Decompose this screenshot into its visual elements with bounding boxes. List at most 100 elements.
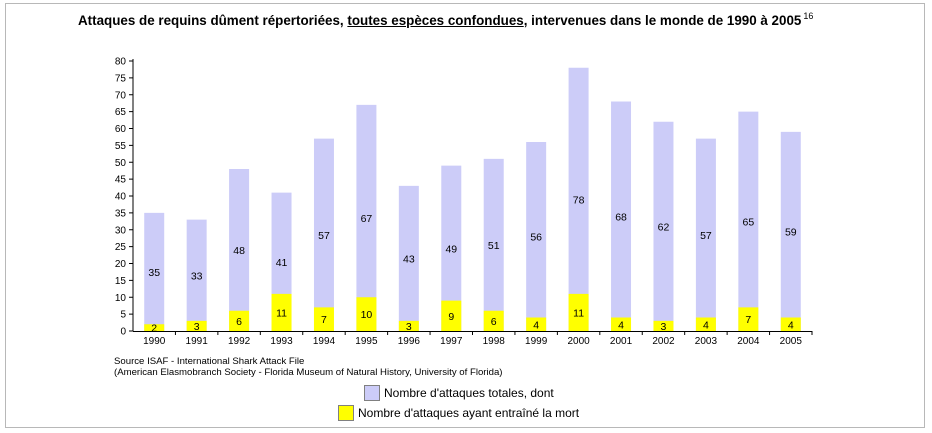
x-tick-label: 1998 [483, 336, 506, 347]
bar-deaths [568, 293, 589, 331]
x-tick-label: 1997 [440, 336, 463, 347]
x-tick-label: 1995 [355, 336, 378, 347]
bar-deaths [398, 320, 419, 331]
data-label-deaths: 6 [236, 316, 242, 328]
chart-frame [5, 3, 925, 428]
x-tick-label: 1996 [398, 336, 421, 347]
data-label-total: 48 [233, 245, 245, 257]
bar-deaths [186, 320, 207, 331]
y-tick-label: 75 [115, 73, 127, 84]
x-tick-label: 2001 [610, 336, 633, 347]
x-tick-label: 2000 [567, 336, 590, 347]
source-line-1: Source ISAF - International Shark Attack… [114, 356, 305, 367]
data-label-deaths: 11 [573, 307, 584, 319]
bar-total [229, 169, 250, 331]
y-tick-label: 50 [115, 158, 127, 169]
data-label-total: 41 [276, 257, 288, 269]
y-tick-label: 35 [115, 208, 127, 219]
bar-deaths [695, 317, 716, 331]
x-tick-label: 1991 [186, 336, 209, 347]
bar-total [780, 131, 801, 331]
x-tick-label: 1990 [143, 336, 166, 347]
bar-total [398, 185, 419, 331]
bar-total [441, 165, 462, 331]
data-label-total: 67 [361, 213, 373, 225]
y-tick-label: 60 [115, 124, 127, 135]
x-tick-label: 2005 [780, 336, 803, 347]
data-label-deaths: 3 [194, 321, 200, 333]
x-tick-label: 2004 [737, 336, 760, 347]
y-tick-label: 0 [120, 327, 126, 338]
bar-deaths [611, 317, 632, 331]
data-label-total: 51 [488, 240, 500, 252]
data-label-total: 56 [530, 232, 542, 244]
data-label-deaths: 11 [276, 307, 287, 319]
data-label-total: 57 [700, 230, 712, 242]
bar-deaths [441, 300, 462, 331]
source-line-2: (American Elasmobranch Society - Florida… [114, 367, 503, 378]
x-tick-label: 1993 [270, 336, 293, 347]
y-tick-label: 5 [120, 310, 126, 321]
data-label-deaths: 10 [361, 309, 373, 321]
bar-total [568, 67, 589, 331]
data-label-deaths: 4 [618, 319, 624, 331]
bar-total [144, 212, 165, 331]
y-tick-label: 15 [115, 276, 127, 287]
y-tick-label: 30 [115, 225, 127, 236]
legend-label-deaths: Nombre d'attaques ayant entraîné la mort [358, 406, 580, 420]
data-label-deaths: 3 [406, 321, 412, 333]
data-label-total: 59 [785, 226, 797, 238]
bar-deaths [780, 317, 801, 331]
y-tick-label: 55 [115, 141, 127, 152]
bar-deaths [229, 310, 250, 331]
title-part-3: , intervenues dans le monde de 1990 à 20… [523, 13, 802, 28]
bar-deaths [271, 293, 292, 331]
y-tick-label: 40 [115, 192, 127, 203]
data-label-total: 49 [445, 243, 457, 255]
y-tick-label: 45 [115, 175, 127, 186]
y-tick-label: 70 [115, 90, 127, 101]
title-part-1: Attaques de requins dûment répertoriées, [78, 13, 348, 28]
data-label-total: 33 [191, 270, 203, 282]
bar-deaths [144, 324, 165, 331]
data-label-total: 68 [615, 211, 627, 223]
x-tick-label: 1999 [525, 336, 548, 347]
bar-total [695, 138, 716, 331]
bar-total [186, 219, 207, 331]
data-label-deaths: 4 [533, 319, 539, 331]
legend-item-deaths: Nombre d'attaques ayant entraîné la mort [338, 405, 579, 421]
legend-label-total: Nombre d'attaques totales, dont [384, 386, 554, 400]
data-label-total: 62 [658, 221, 670, 233]
data-label-deaths: 6 [491, 316, 497, 328]
data-label-deaths: 3 [661, 321, 667, 333]
bar-total [738, 111, 759, 331]
x-tick-label: 1992 [228, 336, 251, 347]
legend-swatch-total [364, 385, 380, 401]
title-part-2: toutes espèces confondues [347, 13, 524, 28]
data-label-total: 43 [403, 253, 415, 265]
bar-total [653, 121, 674, 331]
chart-title: Attaques de requins dûment répertoriées,… [78, 11, 813, 28]
bar-total [526, 142, 547, 331]
bar-total [313, 138, 334, 331]
data-label-deaths: 4 [788, 319, 794, 331]
data-label-deaths: 2 [151, 323, 157, 335]
data-label-total: 65 [743, 216, 755, 228]
data-label-total: 35 [148, 267, 160, 279]
bar-deaths [653, 320, 674, 331]
data-label-total: 78 [573, 194, 585, 206]
y-tick-label: 25 [115, 242, 127, 253]
title-footnote: 16 [803, 11, 814, 21]
legend-item-total: Nombre d'attaques totales, dont [364, 385, 554, 401]
data-label-deaths: 7 [745, 314, 751, 326]
y-tick-label: 20 [115, 259, 127, 270]
bar-total [483, 158, 504, 331]
y-tick-label: 65 [115, 107, 127, 118]
bar-deaths [738, 307, 759, 331]
data-label-deaths: 9 [448, 311, 454, 323]
bar-total [611, 101, 632, 331]
data-label-deaths: 7 [321, 314, 327, 326]
y-tick-label: 10 [115, 293, 127, 304]
bar-deaths [313, 307, 334, 331]
